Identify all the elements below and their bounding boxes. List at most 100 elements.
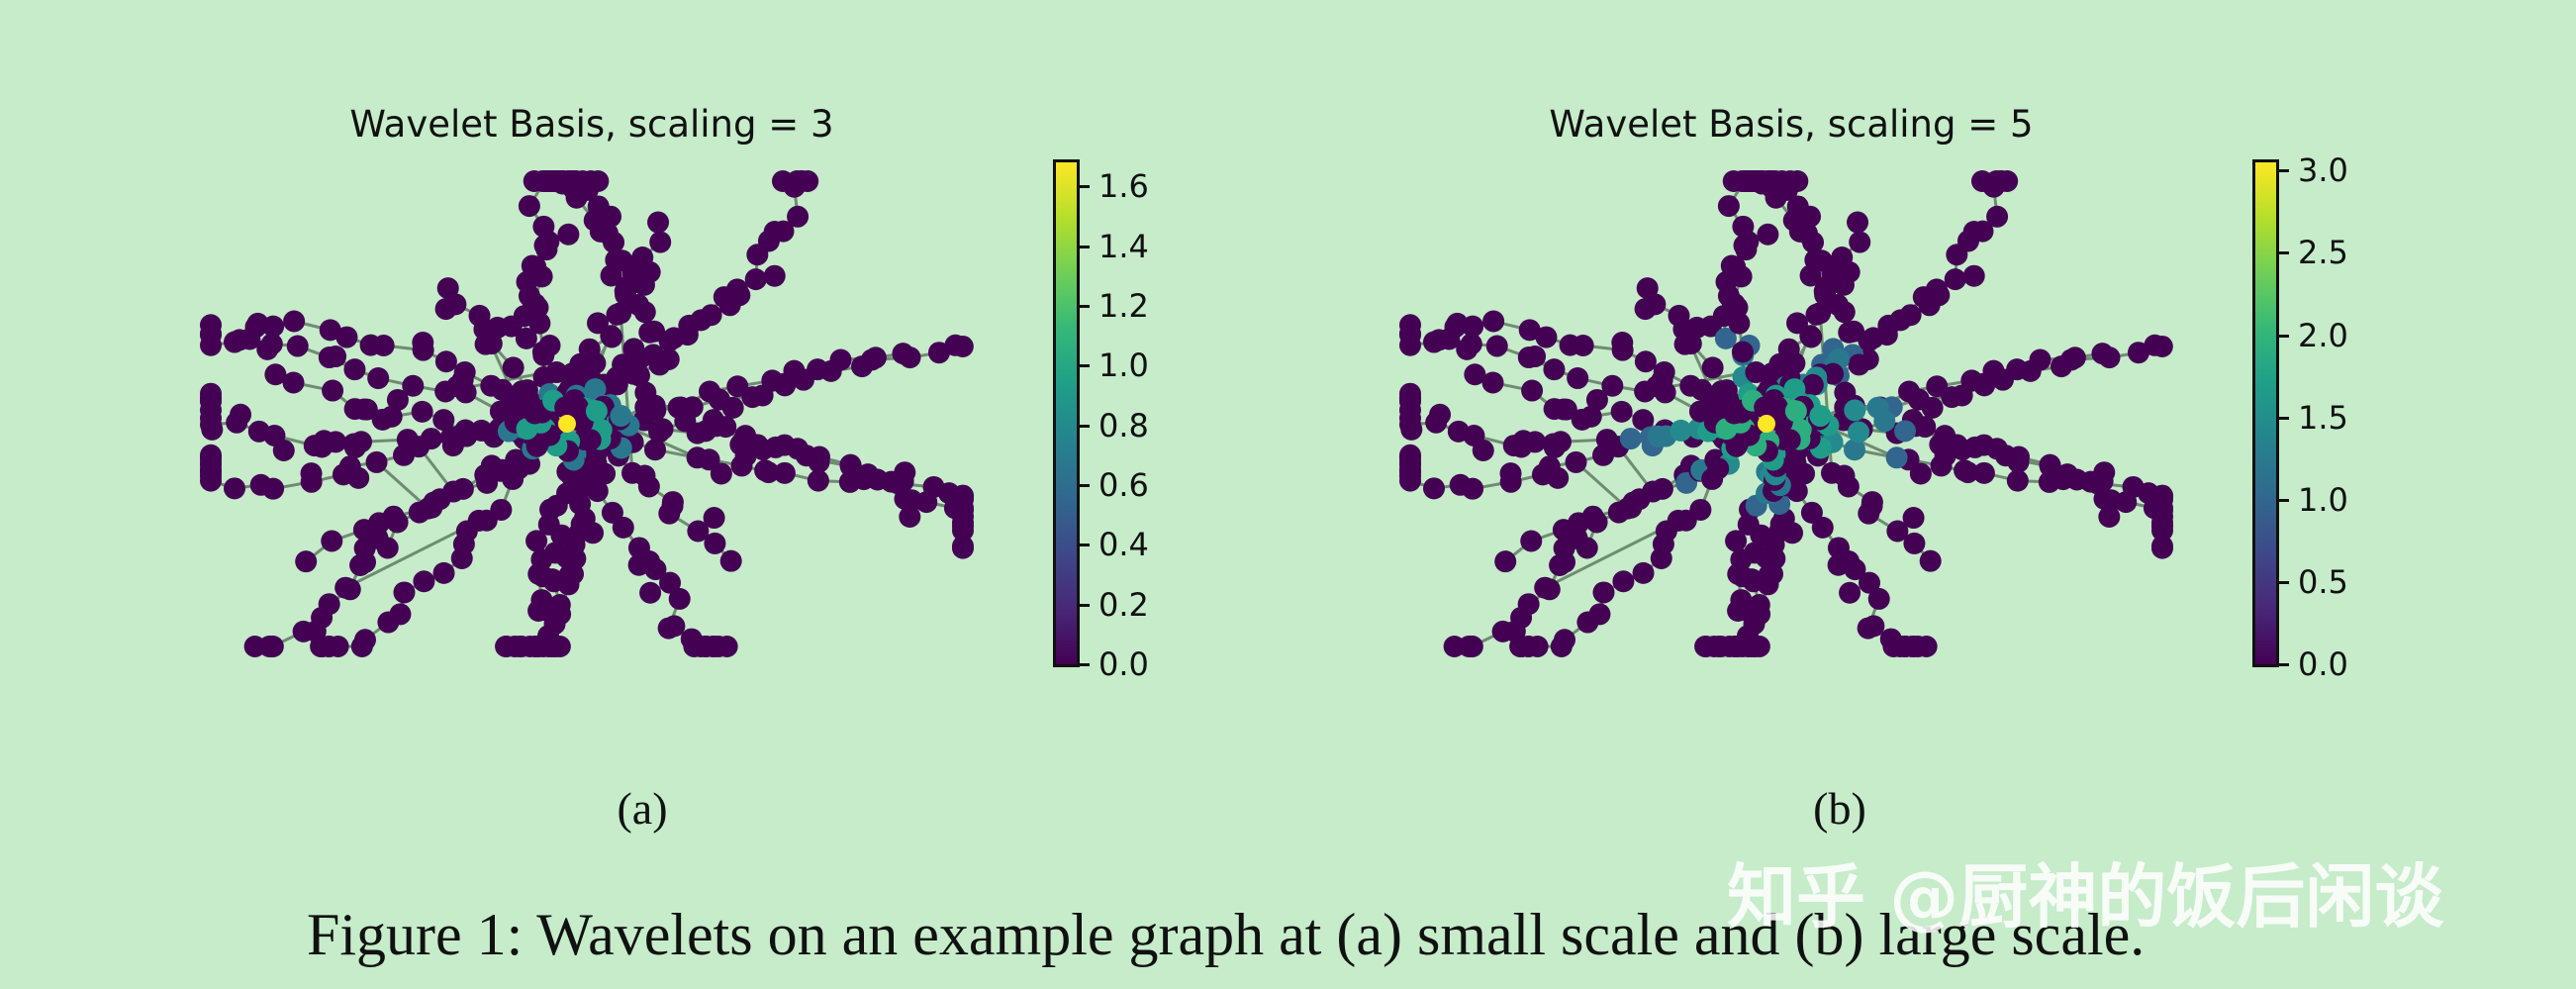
graph-node — [1800, 501, 1823, 524]
graph-node — [1877, 314, 1900, 337]
graph-node — [601, 501, 623, 524]
graph-node — [2006, 469, 2029, 492]
colorbar-tick-label: 1.5 — [2298, 398, 2348, 437]
graph-node — [2151, 537, 2173, 559]
colorbar-tick — [1080, 603, 1090, 607]
graph-plot-b — [1399, 170, 2173, 657]
graph-node — [282, 371, 305, 394]
graph-node — [261, 636, 284, 657]
watermark: 知乎 @厨神的饭后闲谈 — [1727, 856, 2444, 938]
colorbar-tick — [2279, 251, 2289, 255]
graph-node — [1745, 361, 1767, 384]
graph-node — [434, 350, 457, 373]
graph-node — [295, 550, 318, 573]
graph-node — [773, 461, 796, 484]
graph-node — [1579, 405, 1602, 428]
graph-node — [263, 424, 286, 446]
colorbar-tick-label: 1.2 — [1098, 286, 1149, 325]
graph-node — [264, 363, 287, 386]
graph-node — [223, 477, 245, 500]
graph-edge — [1574, 460, 1629, 510]
graph-node — [2086, 472, 2109, 495]
graph-node — [648, 353, 671, 376]
graph-node — [1464, 363, 1486, 386]
graph-node — [1946, 244, 1968, 266]
graph-node — [1956, 461, 1979, 484]
graph-node — [454, 381, 477, 404]
graph-node — [2051, 355, 2073, 378]
graph-node — [1894, 420, 1917, 443]
graph-node — [335, 326, 358, 348]
colorbar-tick — [2279, 580, 2289, 584]
graph-node — [1775, 178, 1798, 201]
graph-node — [1553, 537, 1575, 559]
graph-node — [453, 360, 476, 383]
graph-node — [349, 553, 372, 576]
graph-node — [718, 294, 741, 317]
graph-node — [548, 594, 571, 617]
graph-node — [1879, 628, 1902, 650]
graph-node — [1654, 381, 1676, 404]
graph-node — [338, 578, 361, 601]
graph-node — [600, 264, 622, 287]
colorbar-tick-label: 2.0 — [2298, 316, 2348, 354]
graph-node — [746, 244, 769, 266]
graph-node — [839, 454, 862, 477]
graph-node — [899, 505, 921, 528]
graph-node — [1805, 303, 1828, 326]
graph-node — [783, 175, 806, 198]
graph-node — [557, 223, 580, 246]
graph-node — [899, 346, 921, 369]
graph-node — [322, 379, 344, 402]
graph-node — [382, 505, 405, 528]
graph-node — [1914, 416, 1937, 439]
graph-node — [927, 342, 950, 364]
graph-node — [1521, 379, 1544, 402]
graph-node — [807, 469, 829, 492]
graph-node — [393, 581, 416, 604]
graph-node — [528, 312, 551, 335]
graph-node — [226, 411, 248, 434]
graph-node — [1723, 402, 1746, 425]
graph-node — [610, 405, 632, 428]
graph-node — [1701, 356, 1724, 379]
graph-node — [260, 333, 283, 355]
colorbar-tick-label: 0.0 — [2298, 645, 2348, 683]
graph-node — [376, 537, 399, 559]
graph-node — [643, 439, 666, 461]
graph-node — [1837, 475, 1860, 498]
graph-node — [627, 537, 650, 559]
colorbar-tick — [1080, 663, 1090, 666]
graph-node — [1632, 561, 1655, 584]
colorbar-tick — [1080, 424, 1090, 428]
colorbar-tick-label: 1.0 — [1098, 346, 1149, 385]
graph-node — [491, 378, 514, 401]
graph-node — [1838, 321, 1860, 344]
graph-node — [300, 470, 323, 493]
graph-node — [1799, 264, 1822, 287]
graph-node — [515, 327, 537, 349]
graph-node — [519, 636, 541, 657]
graph-node — [262, 477, 285, 500]
graph-node — [1866, 396, 1889, 419]
colorbar-tick — [2279, 498, 2289, 502]
graph-node — [420, 428, 442, 450]
colorbar-tick-label: 0.2 — [1098, 585, 1149, 624]
graph-node — [901, 489, 923, 512]
graph-node — [757, 461, 780, 484]
graph-node — [1632, 409, 1655, 432]
graph-node — [1822, 362, 1845, 385]
graph-node — [1572, 335, 1594, 357]
graph-node — [1610, 400, 1633, 423]
graph-node — [200, 469, 222, 492]
graph-node — [386, 388, 409, 411]
graph-node — [444, 293, 467, 316]
colorbar-tick-label: 0.0 — [1098, 645, 1149, 683]
colorbar-a — [1053, 159, 1080, 667]
graph-node — [2039, 454, 2061, 477]
graph-node — [1843, 439, 1865, 461]
graph-node — [530, 548, 553, 571]
graph-node — [1728, 312, 1751, 335]
graph-node — [695, 420, 717, 443]
graph-node — [1601, 374, 1624, 397]
